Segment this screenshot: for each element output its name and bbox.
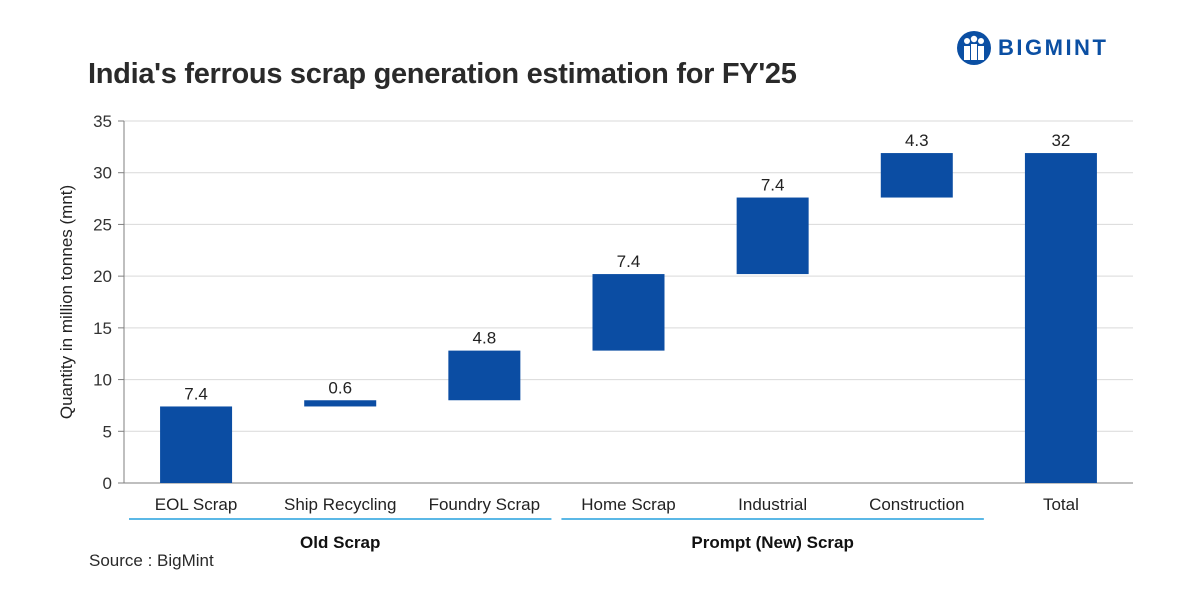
x-tick-label: Total — [1043, 495, 1079, 514]
x-axis-labels: EOL Scrap Ship Recycling Foundry Scrap Home… — [155, 495, 1079, 514]
value-label: 32 — [1051, 131, 1070, 150]
bar — [736, 197, 809, 275]
y-tick-label: 0 — [103, 474, 112, 493]
y-axis-ticks: 0 5 10 15 20 25 30 35 — [93, 112, 125, 493]
logo-text: BIGMINT — [998, 35, 1109, 60]
y-tick-label: 25 — [93, 215, 112, 234]
x-tick-label: Construction — [869, 495, 964, 514]
source-note: Source : BigMint — [89, 551, 214, 570]
y-tick-label: 20 — [93, 267, 112, 286]
value-label: 7.4 — [617, 252, 641, 271]
bar — [160, 406, 233, 483]
x-tick-label: Home Scrap — [581, 495, 675, 514]
chart-title: India's ferrous scrap generation estimat… — [88, 58, 797, 90]
y-tick-label: 10 — [93, 371, 112, 390]
y-axis-label: Quantity in million tonnes (mnt) — [57, 185, 76, 419]
value-label: 7.4 — [761, 176, 785, 195]
category-groups: Old Scrap Prompt (New) Scrap — [129, 518, 984, 552]
bar — [1024, 153, 1097, 483]
bars — [160, 153, 1097, 483]
group-label: Old Scrap — [300, 533, 380, 552]
x-tick-label: EOL Scrap — [155, 495, 238, 514]
bigmint-logo: BIGMINT — [956, 30, 1108, 66]
value-label: 0.6 — [328, 378, 352, 397]
bar — [304, 400, 377, 407]
value-label: 4.8 — [473, 329, 497, 348]
y-tick-label: 15 — [93, 319, 112, 338]
x-tick-label: Foundry Scrap — [429, 495, 541, 514]
y-tick-label: 5 — [103, 422, 112, 441]
bar — [592, 274, 665, 351]
x-tick-label: Ship Recycling — [284, 495, 396, 514]
y-tick-label: 30 — [93, 164, 112, 183]
bigmint-people-icon — [957, 31, 991, 65]
x-tick-label: Industrial — [738, 495, 807, 514]
y-tick-label: 35 — [93, 112, 112, 131]
value-label: 7.4 — [184, 384, 208, 403]
value-label: 4.3 — [905, 131, 929, 150]
bar — [880, 153, 953, 198]
value-labels: 7.4 0.6 4.8 7.4 7.4 4.3 32 — [184, 131, 1070, 403]
gridlines — [124, 120, 1133, 484]
group-label: Prompt (New) Scrap — [691, 533, 853, 552]
bar — [448, 350, 521, 401]
